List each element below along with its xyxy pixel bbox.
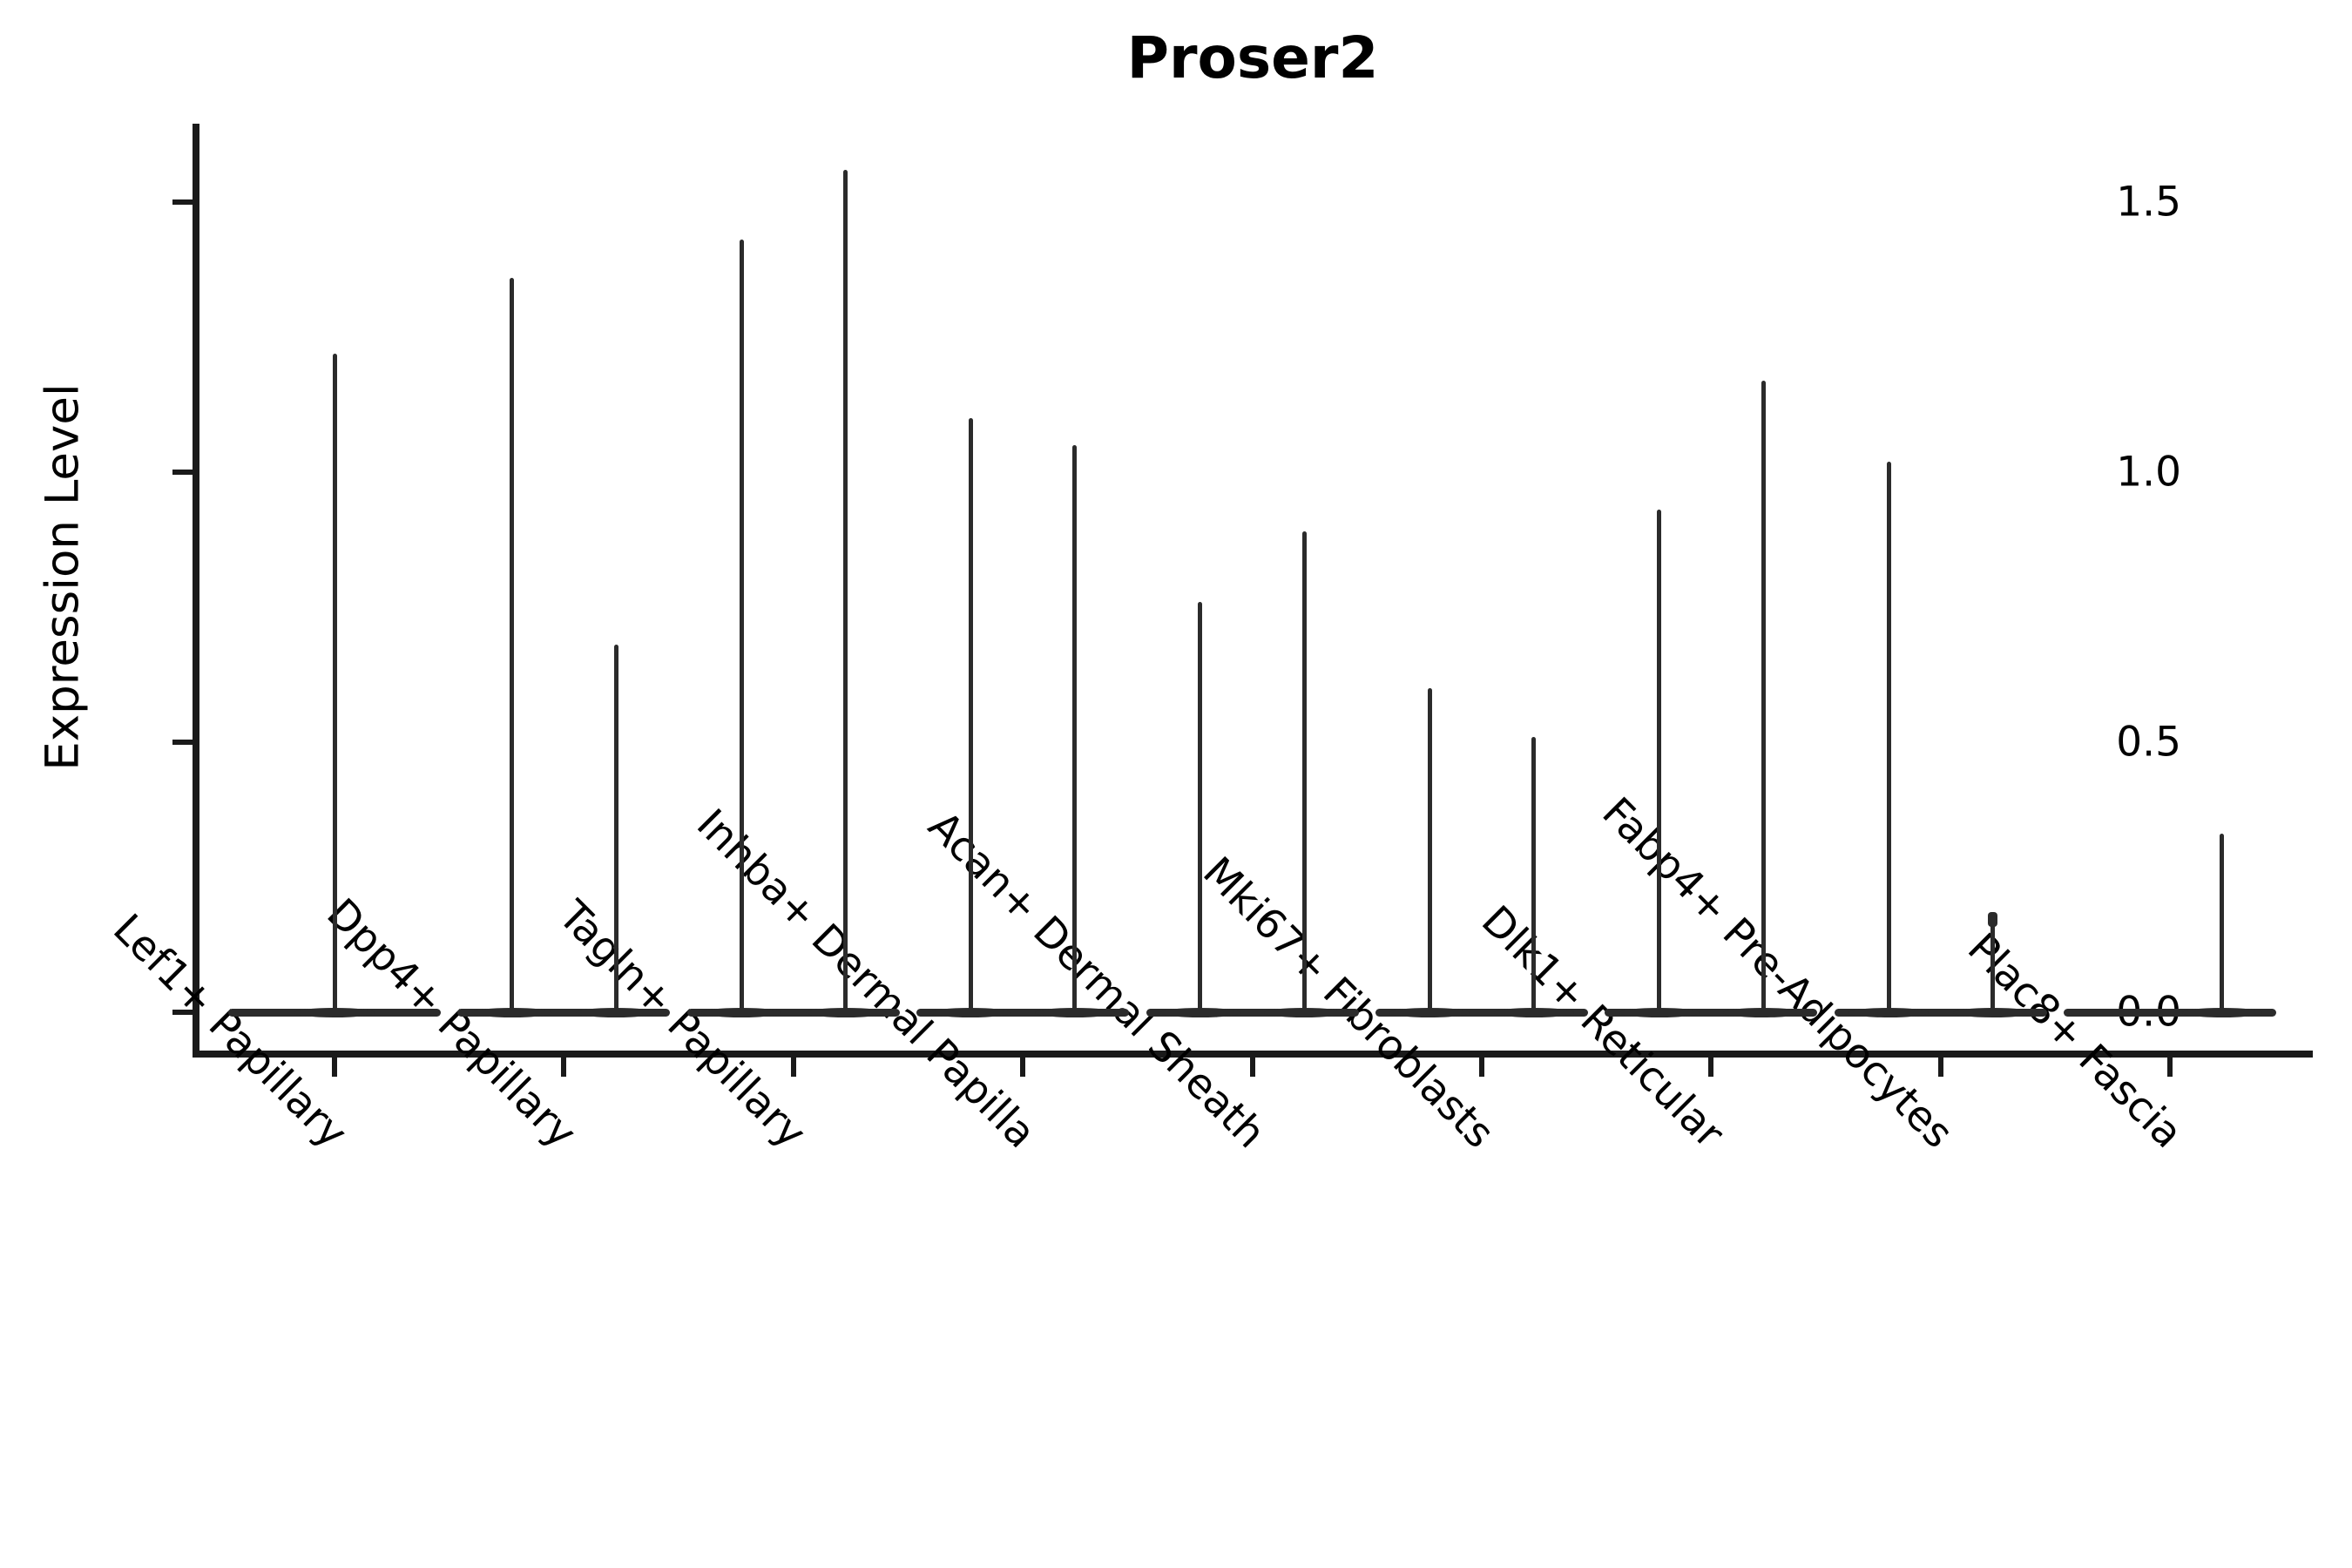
x-tick-label-dpp4-papillary: Dpp4+ Papillary	[317, 889, 586, 1158]
violin-spike	[1657, 510, 1662, 1017]
violin-spike	[1301, 531, 1307, 1017]
x-tick-mark	[1479, 1058, 1484, 1077]
x-tick-mark	[1020, 1058, 1026, 1077]
y-tick-mark	[172, 1010, 193, 1015]
x-tick-label-tagln-papillary: Tagln+ Papillary	[549, 891, 815, 1158]
violin-spike	[510, 277, 515, 1017]
x-tick-label-lef1-papillary: Lef1+ Papillary	[104, 904, 357, 1158]
violin-base	[1146, 1008, 1359, 1017]
y-tick-mark	[172, 199, 193, 205]
y-axis-spine	[193, 124, 199, 1058]
violin-base	[457, 1008, 671, 1017]
violin-spike	[332, 353, 337, 1017]
violin-spike	[1990, 915, 1996, 1017]
y-tick-label: 0.5	[2116, 718, 2181, 767]
violin-spike	[968, 418, 973, 1017]
plot-title: Proser2	[1126, 24, 1379, 91]
x-tick-mark	[1249, 1058, 1255, 1077]
violin-spike	[1072, 445, 1078, 1017]
violin-spike	[2220, 834, 2225, 1017]
x-tick-mark	[790, 1058, 796, 1077]
violin-base	[686, 1008, 900, 1017]
x-tick-mark	[332, 1058, 337, 1077]
y-axis-label: Expression Level	[36, 382, 90, 771]
violin-base	[1605, 1008, 1818, 1017]
violin-spike	[843, 169, 848, 1017]
x-tick-label-dlk1-reticular: Dlk1+ Reticular	[1471, 896, 1734, 1158]
violin-spike	[1761, 380, 1766, 1017]
violin-base	[916, 1008, 1130, 1017]
y-tick-mark	[172, 470, 193, 475]
x-tick-mark	[1708, 1058, 1714, 1077]
violin-spike	[1198, 601, 1203, 1017]
x-tick-mark	[1937, 1058, 1943, 1077]
violin-spike	[1531, 736, 1537, 1017]
violin-base	[1834, 1008, 2047, 1017]
y-tick-label: 1.0	[2116, 448, 2181, 497]
violin-spike	[739, 240, 744, 1017]
violin-tip-knob	[1988, 912, 1998, 928]
violin-base	[1375, 1008, 1588, 1017]
y-tick-label: 1.5	[2116, 178, 2181, 226]
x-tick-mark	[561, 1058, 567, 1077]
y-tick-mark	[172, 740, 193, 745]
x-tick-mark	[2167, 1058, 2173, 1077]
violin-base	[2064, 1008, 2277, 1017]
violin-spike	[1886, 461, 1891, 1017]
violin-spike	[1427, 688, 1432, 1017]
x-axis-spine	[193, 1051, 2313, 1058]
violin-spike	[613, 645, 618, 1017]
